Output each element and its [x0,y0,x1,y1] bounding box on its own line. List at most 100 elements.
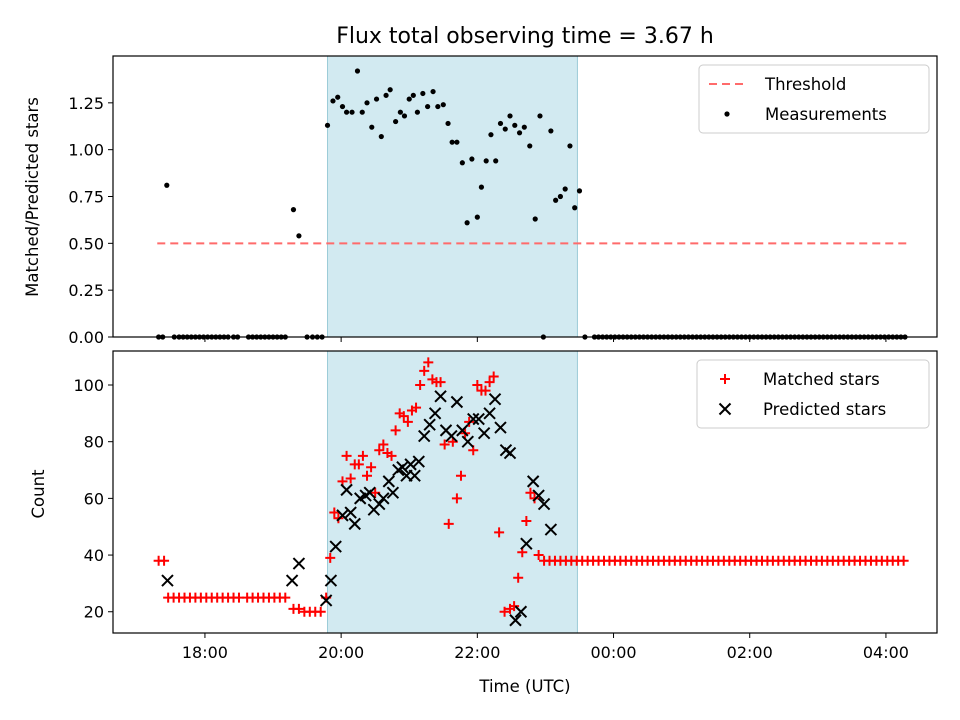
axes-bottom-frame [112,350,938,634]
y-tick-label: 0.50 [68,234,104,253]
measurement-point [567,143,573,149]
measurement-point [383,92,389,98]
matched-star-point [411,402,422,413]
predicted-star-point [336,509,349,522]
matched-star-point [345,473,356,484]
measurement-point [378,133,384,140]
matched-star-point [513,572,524,583]
matched-star-point [390,425,401,436]
measurement-point [420,90,426,97]
measurement-point [401,113,408,119]
measurement-point [335,94,341,100]
predicted-star-point [386,486,400,499]
measurement-point [364,100,370,106]
matched-star-point [439,439,450,450]
measurement-point [406,96,412,102]
y-axis-label-bottom: Count [29,469,48,519]
predicted-star-point [445,429,458,443]
matched-star-point [315,606,326,617]
y-tick-label: 1.25 [68,94,104,113]
x-tick-label: 22:00 [454,643,500,662]
matched-star-point [159,555,170,566]
predicted-star-point [285,574,299,587]
matched-star-point [293,603,304,614]
x-tick-label: 04:00 [863,643,909,662]
measurement-point [459,160,465,166]
x-tick-label: 02:00 [727,643,773,662]
measurement-point [410,92,416,98]
predicted-star-point [363,486,376,499]
axes-top: 0.00 0.25 0.50 0.75 1.00 1.25 Flux total obse… [23,24,938,347]
predicted-star-point [537,497,551,511]
predicted-star-point [514,605,528,618]
matched-star-point [357,450,368,461]
predicted-star-point [488,392,502,406]
x-ticks-bottom: 18:00 20:00 22:00 00:00 02:00 04:00 [182,633,909,662]
legend-box [696,359,930,429]
y-tick-label: 80 [84,433,104,452]
predicted-star-point [373,497,386,511]
predicted-star-point [483,407,496,420]
matched-star-point [488,371,499,382]
measurement-point [527,143,533,149]
measurement-point [324,122,331,128]
measurement-point [425,103,431,110]
matched-star-point [898,555,909,566]
measurement-point [387,87,393,93]
y-tick-label: 60 [84,489,104,508]
y-tick-label: 100 [73,376,104,395]
matched-star-point [325,552,336,563]
predicted-star-point [544,523,558,536]
matched-star-point [366,462,377,473]
matched-star-point [451,493,462,504]
y-tick-label: 40 [84,546,104,565]
predicted-star-point [292,557,306,570]
x-ticks-top [204,337,887,342]
matched-star-point [484,377,495,388]
measurement-point [557,193,564,200]
matched-star-point [423,357,434,368]
measurement-point [435,103,441,110]
matched-star-point [435,377,446,388]
marks-bottom [153,357,909,627]
measurement-point [497,120,504,127]
matched-star-point [499,606,510,617]
measurement-point [393,118,399,125]
y-ticks-top: 0.00 0.25 0.50 0.75 1.00 1.25 [68,94,113,347]
predicted-star-point [467,412,480,426]
predicted-star-point [428,407,442,420]
predicted-star-point [434,390,447,403]
matched-star-point [443,518,454,529]
measurement-point [359,109,365,115]
x-tick-label: 18:00 [182,643,228,662]
y-tick-label: 0.00 [68,328,104,347]
legend-handle-matched [720,374,730,384]
measurement-point [373,96,380,102]
measurement-point [430,88,436,95]
predicted-star-point [509,614,522,627]
matched-star-point [455,470,466,481]
legend-top: Threshold Measurements [698,64,930,134]
measurement-point [414,109,421,115]
x-tick-label: 00:00 [590,643,636,662]
chart-title-top: Flux total observing time = 3.67 h [336,24,714,49]
measurement-point [343,109,350,115]
matched-star-point [533,550,544,561]
measurement-point [354,68,361,74]
measurement-point [572,205,578,211]
measurement-point [440,102,446,108]
predicted-star-point [412,455,425,468]
measurement-point [493,158,499,164]
measurement-point [469,156,475,162]
predicted-star-point [450,395,464,409]
legend-label: Measurements [765,105,887,124]
y-axis-label-top: Matched/Predicted stars [23,97,42,297]
measurement-point [454,139,460,145]
predicted-star-point [340,483,353,497]
predicted-star-point [324,574,338,587]
measurement-point [397,109,403,115]
matched-star-point [402,416,413,427]
matched-star-point [509,601,520,612]
predicted-star-point [329,540,342,553]
predicted-star-point [532,489,545,502]
